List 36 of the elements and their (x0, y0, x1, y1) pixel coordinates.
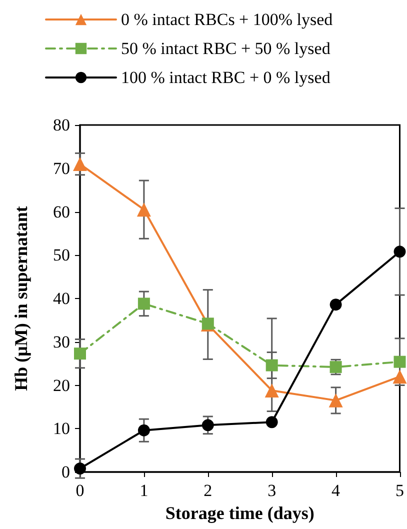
y-tick-label: 40 (53, 289, 70, 308)
y-tick-label: 10 (53, 419, 70, 438)
x-tick-label: 2 (204, 481, 212, 500)
y-tick-label: 60 (53, 202, 70, 222)
y-tick-label: 50 (53, 246, 70, 265)
y-tick-label: 80 (53, 116, 70, 134)
x-tick-label: 0 (76, 481, 84, 500)
x-tick-label: 3 (268, 481, 276, 500)
x-tick-label: 5 (396, 481, 404, 500)
x-tick-label: 1 (140, 481, 148, 500)
legend-label: 0 % intact RBCs + 100% lysed (121, 10, 334, 29)
point (138, 298, 150, 310)
point (266, 416, 278, 428)
legend-label: 100 % intact RBC + 0 % lysed (121, 68, 331, 87)
point (138, 424, 150, 436)
point (202, 419, 214, 432)
point (74, 462, 86, 475)
point (392, 370, 407, 384)
x-tick-label: 4 (332, 481, 341, 500)
point (328, 393, 343, 408)
point (330, 361, 342, 374)
x-axis-title: Storage time (days) (165, 502, 314, 523)
point (394, 356, 406, 368)
point (74, 348, 86, 360)
point (264, 383, 279, 398)
point (136, 202, 151, 217)
y-axis-title: Hb (μM) in supernatant (11, 206, 31, 391)
point (394, 246, 406, 258)
y-tick-label: 70 (53, 158, 70, 178)
y-tick-label: 20 (53, 376, 70, 395)
point (330, 298, 342, 311)
point (266, 359, 278, 372)
y-tick-label: 30 (53, 332, 70, 352)
y-tick-label: 0 (62, 462, 70, 482)
point (73, 157, 87, 172)
legend-label: 50 % intact RBC + 50 % lysed (121, 39, 331, 58)
